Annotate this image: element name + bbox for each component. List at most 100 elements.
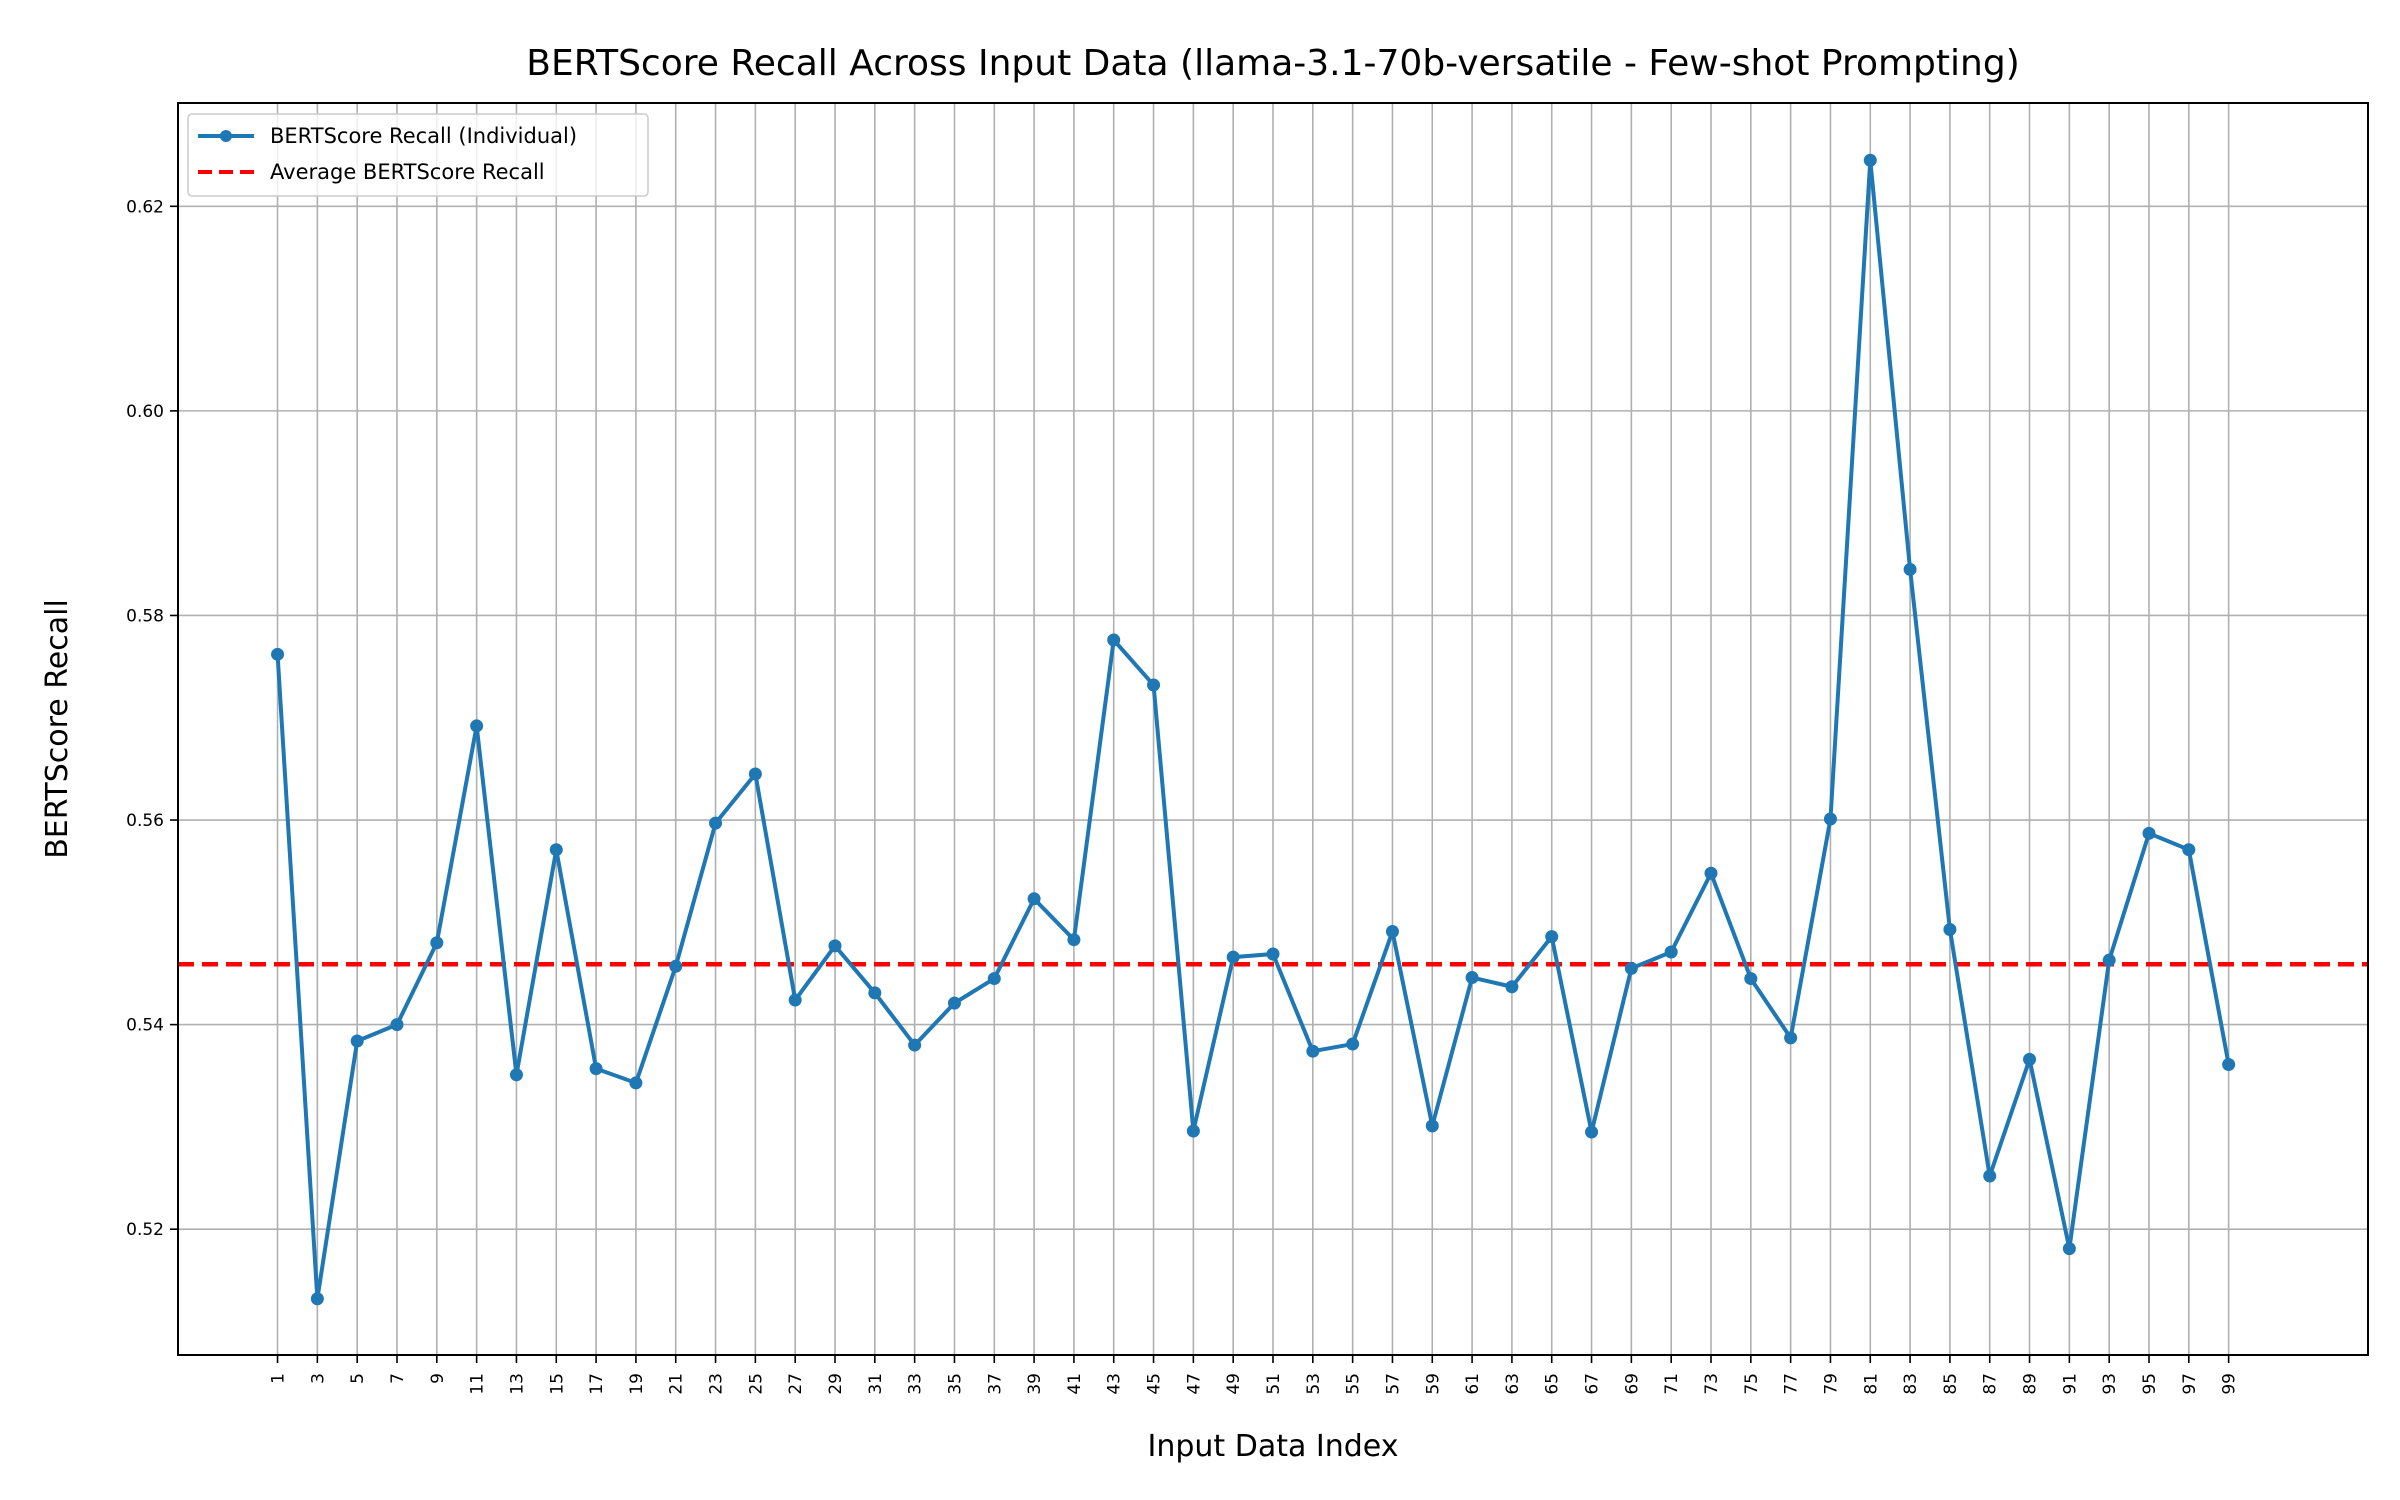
data-point xyxy=(1505,980,1519,994)
data-point xyxy=(1425,1119,1439,1133)
data-point xyxy=(1624,961,1638,975)
data-point xyxy=(788,993,802,1007)
chart-title: BERTScore Recall Across Input Data (llam… xyxy=(526,43,2020,84)
x-tick-label: 99 xyxy=(2220,1373,2240,1395)
x-tick-label: 9 xyxy=(428,1373,448,1384)
data-point xyxy=(1943,922,1957,936)
y-axis-label: BERTScore Recall xyxy=(40,599,75,859)
x-tick-label: 79 xyxy=(1821,1373,1841,1395)
data-point xyxy=(828,939,842,953)
data-point xyxy=(549,843,563,857)
x-tick-label: 73 xyxy=(1702,1373,1722,1395)
data-point xyxy=(908,1038,922,1052)
x-tick-label: 47 xyxy=(1184,1373,1204,1395)
data-point xyxy=(2102,953,2116,967)
data-point xyxy=(1784,1031,1798,1045)
legend-label-average: Average BERTScore Recall xyxy=(270,160,545,184)
y-tick-label: 0.54 xyxy=(126,1016,164,1036)
data-point xyxy=(629,1076,643,1090)
x-tick-label: 77 xyxy=(1782,1373,1802,1395)
data-point xyxy=(350,1034,364,1048)
y-tick-label: 0.58 xyxy=(126,606,164,626)
x-tick-label: 39 xyxy=(1025,1373,1045,1395)
data-point xyxy=(1385,925,1399,939)
x-tick-label: 71 xyxy=(1662,1373,1682,1395)
data-point xyxy=(310,1292,324,1306)
data-point xyxy=(1465,971,1479,985)
x-axis-label: Input Data Index xyxy=(1148,1429,1399,1464)
y-tick-label: 0.62 xyxy=(126,197,164,217)
x-tick-label: 17 xyxy=(587,1373,607,1395)
data-point xyxy=(390,1018,404,1032)
x-tick-label: 49 xyxy=(1224,1373,1244,1395)
x-tick-label: 27 xyxy=(786,1373,806,1395)
data-point xyxy=(748,767,762,781)
data-point xyxy=(947,996,961,1010)
data-point xyxy=(1266,947,1280,961)
x-tick-label: 67 xyxy=(1583,1373,1603,1395)
data-point xyxy=(589,1062,603,1076)
x-tick-label: 53 xyxy=(1304,1373,1324,1395)
data-point xyxy=(1863,153,1877,167)
series-layer xyxy=(271,153,2236,1306)
data-point xyxy=(1147,678,1161,692)
x-tick-label: 37 xyxy=(985,1373,1005,1395)
x-tick-label: 7 xyxy=(388,1373,408,1384)
data-point xyxy=(1346,1037,1360,1051)
data-point xyxy=(1545,930,1559,944)
x-tick-label: 63 xyxy=(1503,1373,1523,1395)
x-tick-label: 21 xyxy=(667,1373,687,1395)
legend-marker-individual xyxy=(220,130,232,142)
x-tick-label: 97 xyxy=(2180,1373,2200,1395)
recall-series-line xyxy=(275,158,2231,1301)
y-tick-label: 0.56 xyxy=(126,811,164,831)
x-tick-label: 15 xyxy=(547,1373,567,1395)
x-tick-label: 5 xyxy=(348,1373,368,1384)
data-point xyxy=(1306,1044,1320,1058)
x-tick-label: 61 xyxy=(1463,1373,1483,1395)
x-tick-label: 93 xyxy=(2100,1373,2120,1395)
x-tick-label: 31 xyxy=(866,1373,886,1395)
data-point xyxy=(1903,562,1917,576)
x-tick-label: 23 xyxy=(707,1373,727,1395)
x-tick-label: 11 xyxy=(468,1373,488,1395)
data-point xyxy=(1107,633,1121,647)
data-point xyxy=(1983,1169,1997,1183)
x-tick-label: 3 xyxy=(308,1373,328,1384)
x-tick-label: 89 xyxy=(2021,1373,2041,1395)
legend: BERTScore Recall (Individual) Average BE… xyxy=(187,113,649,197)
x-tick-label: 59 xyxy=(1423,1373,1443,1395)
x-tick-label: 29 xyxy=(826,1373,846,1395)
data-point xyxy=(1027,892,1041,906)
data-point xyxy=(1067,933,1081,947)
data-point xyxy=(1226,950,1240,964)
data-point xyxy=(2142,826,2156,840)
x-tick-label: 75 xyxy=(1742,1373,1762,1395)
x-tick-label: 35 xyxy=(945,1373,965,1395)
grid-lines xyxy=(178,103,2368,1355)
x-tick-label: 19 xyxy=(627,1373,647,1395)
data-point xyxy=(470,719,484,733)
x-tick-label: 51 xyxy=(1264,1373,1284,1395)
data-point xyxy=(430,936,444,950)
x-tick-label: 41 xyxy=(1065,1373,1085,1395)
data-point xyxy=(271,647,285,661)
y-axis-ticks: 0.52 0.54 0.56 0.58 0.60 0.62 xyxy=(126,197,178,1240)
x-tick-label: 91 xyxy=(2060,1373,2080,1395)
legend-box xyxy=(187,113,649,197)
data-point xyxy=(709,816,723,830)
data-point xyxy=(868,986,882,1000)
data-point xyxy=(669,959,683,973)
x-tick-label: 81 xyxy=(1861,1373,1881,1395)
x-tick-label: 25 xyxy=(746,1373,766,1395)
data-point xyxy=(987,972,1001,986)
x-tick-label: 85 xyxy=(1941,1373,1961,1395)
data-point xyxy=(1664,945,1678,959)
data-point xyxy=(2062,1242,2076,1256)
data-point xyxy=(2023,1052,2037,1066)
data-point xyxy=(2222,1058,2236,1072)
y-tick-label: 0.52 xyxy=(126,1220,164,1240)
